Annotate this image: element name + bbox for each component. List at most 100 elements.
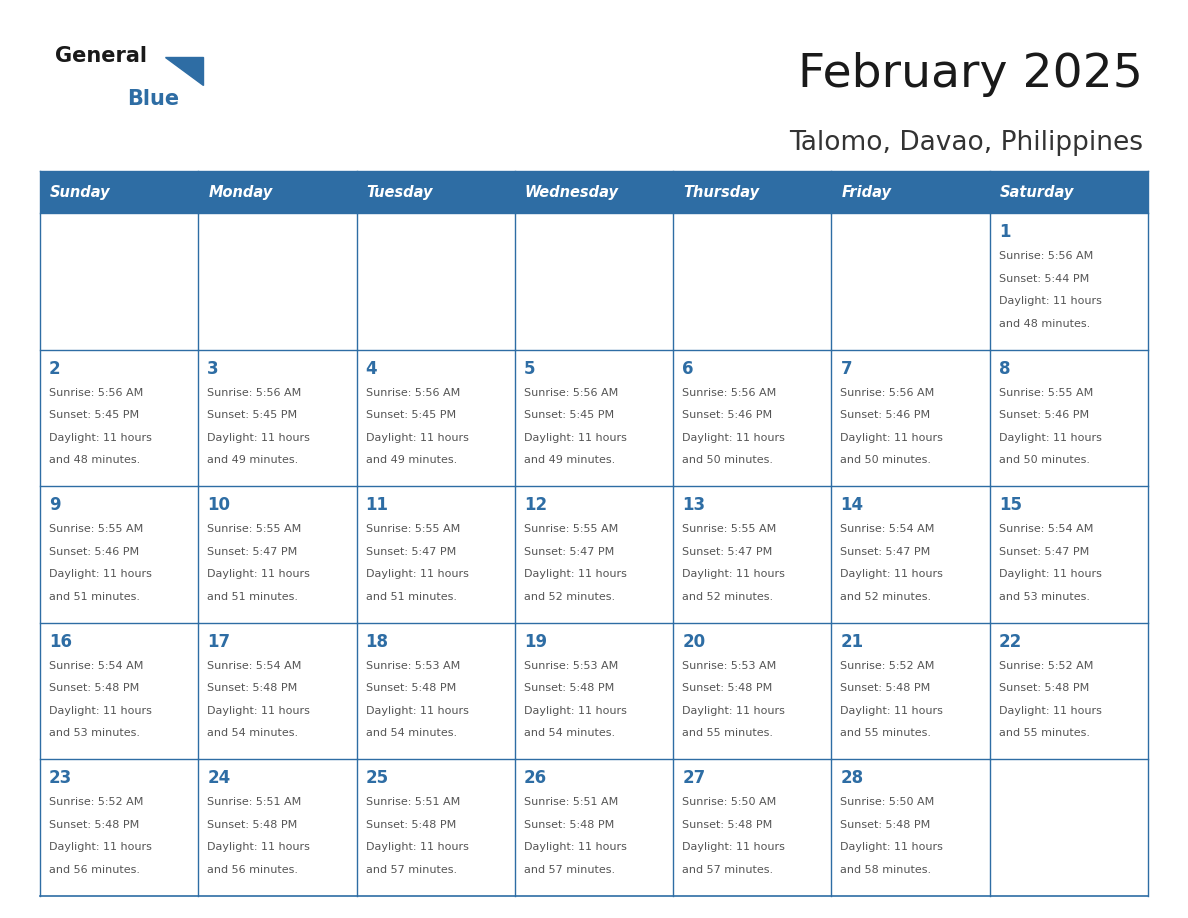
Text: Sunday: Sunday xyxy=(50,185,110,199)
Text: Sunset: 5:47 PM: Sunset: 5:47 PM xyxy=(366,547,456,556)
Text: Sunrise: 5:54 AM: Sunrise: 5:54 AM xyxy=(840,524,935,534)
Text: Sunrise: 5:52 AM: Sunrise: 5:52 AM xyxy=(840,661,935,671)
Text: Daylight: 11 hours: Daylight: 11 hours xyxy=(999,296,1101,306)
Text: 23: 23 xyxy=(49,769,72,788)
Text: 19: 19 xyxy=(524,633,546,651)
Text: Sunset: 5:46 PM: Sunset: 5:46 PM xyxy=(840,410,930,420)
Text: 22: 22 xyxy=(999,633,1022,651)
Text: Sunrise: 5:54 AM: Sunrise: 5:54 AM xyxy=(207,661,302,671)
Text: and 52 minutes.: and 52 minutes. xyxy=(524,592,615,601)
Text: Sunset: 5:45 PM: Sunset: 5:45 PM xyxy=(49,410,139,420)
Text: and 51 minutes.: and 51 minutes. xyxy=(366,592,456,601)
Text: Daylight: 11 hours: Daylight: 11 hours xyxy=(682,432,785,442)
Bar xyxy=(40,487,198,622)
Text: Sunrise: 5:55 AM: Sunrise: 5:55 AM xyxy=(207,524,302,534)
Text: Daylight: 11 hours: Daylight: 11 hours xyxy=(999,432,1101,442)
Text: Sunset: 5:48 PM: Sunset: 5:48 PM xyxy=(840,820,930,830)
Bar xyxy=(674,350,832,487)
Bar xyxy=(514,622,674,759)
Text: Daylight: 11 hours: Daylight: 11 hours xyxy=(207,706,310,716)
Text: Sunset: 5:48 PM: Sunset: 5:48 PM xyxy=(682,683,772,693)
Text: and 48 minutes.: and 48 minutes. xyxy=(999,319,1089,329)
Bar xyxy=(198,622,356,759)
Bar xyxy=(832,350,990,487)
Bar xyxy=(514,171,674,213)
Bar xyxy=(990,213,1148,350)
Bar xyxy=(40,759,198,896)
Bar xyxy=(356,759,514,896)
Bar xyxy=(514,759,674,896)
Bar xyxy=(990,171,1148,213)
Text: Sunset: 5:48 PM: Sunset: 5:48 PM xyxy=(49,683,139,693)
Text: Sunrise: 5:51 AM: Sunrise: 5:51 AM xyxy=(366,798,460,808)
Bar xyxy=(40,171,198,213)
Text: Sunset: 5:48 PM: Sunset: 5:48 PM xyxy=(524,820,614,830)
Text: Daylight: 11 hours: Daylight: 11 hours xyxy=(524,432,627,442)
Text: Sunrise: 5:53 AM: Sunrise: 5:53 AM xyxy=(524,661,618,671)
Text: Sunrise: 5:51 AM: Sunrise: 5:51 AM xyxy=(207,798,302,808)
Text: 3: 3 xyxy=(207,360,219,377)
Text: Daylight: 11 hours: Daylight: 11 hours xyxy=(682,843,785,853)
Text: 9: 9 xyxy=(49,497,61,514)
Text: Sunset: 5:46 PM: Sunset: 5:46 PM xyxy=(999,410,1089,420)
Text: Daylight: 11 hours: Daylight: 11 hours xyxy=(840,706,943,716)
Text: 15: 15 xyxy=(999,497,1022,514)
Text: Sunset: 5:45 PM: Sunset: 5:45 PM xyxy=(524,410,614,420)
Bar xyxy=(198,350,356,487)
Text: and 51 minutes.: and 51 minutes. xyxy=(207,592,298,601)
Text: Friday: Friday xyxy=(841,185,891,199)
Text: and 57 minutes.: and 57 minutes. xyxy=(524,865,615,875)
Text: 11: 11 xyxy=(366,497,388,514)
Text: and 55 minutes.: and 55 minutes. xyxy=(840,728,931,738)
Text: and 52 minutes.: and 52 minutes. xyxy=(840,592,931,601)
Text: Daylight: 11 hours: Daylight: 11 hours xyxy=(840,569,943,579)
Text: Sunset: 5:46 PM: Sunset: 5:46 PM xyxy=(682,410,772,420)
Text: and 50 minutes.: and 50 minutes. xyxy=(682,455,773,465)
Text: Sunrise: 5:55 AM: Sunrise: 5:55 AM xyxy=(49,524,144,534)
Text: Sunrise: 5:56 AM: Sunrise: 5:56 AM xyxy=(682,387,777,397)
Text: and 56 minutes.: and 56 minutes. xyxy=(49,865,140,875)
Text: Sunset: 5:48 PM: Sunset: 5:48 PM xyxy=(999,683,1089,693)
Text: Daylight: 11 hours: Daylight: 11 hours xyxy=(682,569,785,579)
Text: Sunset: 5:48 PM: Sunset: 5:48 PM xyxy=(524,683,614,693)
Text: General: General xyxy=(55,46,147,66)
Text: 18: 18 xyxy=(366,633,388,651)
Text: and 55 minutes.: and 55 minutes. xyxy=(999,728,1089,738)
Bar xyxy=(514,487,674,622)
Bar xyxy=(990,759,1148,896)
Bar xyxy=(674,759,832,896)
Text: Daylight: 11 hours: Daylight: 11 hours xyxy=(207,569,310,579)
Bar xyxy=(832,171,990,213)
Text: Sunrise: 5:50 AM: Sunrise: 5:50 AM xyxy=(840,798,935,808)
Text: Daylight: 11 hours: Daylight: 11 hours xyxy=(366,432,468,442)
Text: 20: 20 xyxy=(682,633,706,651)
Text: and 56 minutes.: and 56 minutes. xyxy=(207,865,298,875)
Text: Sunrise: 5:54 AM: Sunrise: 5:54 AM xyxy=(49,661,144,671)
Text: Sunset: 5:48 PM: Sunset: 5:48 PM xyxy=(49,820,139,830)
Text: Daylight: 11 hours: Daylight: 11 hours xyxy=(999,569,1101,579)
Text: Talomo, Davao, Philippines: Talomo, Davao, Philippines xyxy=(789,130,1143,156)
Text: 2: 2 xyxy=(49,360,61,377)
Text: and 55 minutes.: and 55 minutes. xyxy=(682,728,773,738)
Text: Sunrise: 5:55 AM: Sunrise: 5:55 AM xyxy=(999,387,1093,397)
Text: Sunrise: 5:56 AM: Sunrise: 5:56 AM xyxy=(207,387,302,397)
Text: Daylight: 11 hours: Daylight: 11 hours xyxy=(366,569,468,579)
Text: 8: 8 xyxy=(999,360,1010,377)
Bar xyxy=(832,213,990,350)
Bar xyxy=(674,487,832,622)
Text: Daylight: 11 hours: Daylight: 11 hours xyxy=(682,706,785,716)
Text: Daylight: 11 hours: Daylight: 11 hours xyxy=(524,843,627,853)
Bar xyxy=(674,171,832,213)
Text: Sunset: 5:46 PM: Sunset: 5:46 PM xyxy=(49,547,139,556)
Text: Sunset: 5:45 PM: Sunset: 5:45 PM xyxy=(207,410,297,420)
Text: Wednesday: Wednesday xyxy=(525,185,619,199)
Text: and 58 minutes.: and 58 minutes. xyxy=(840,865,931,875)
Text: Sunrise: 5:53 AM: Sunrise: 5:53 AM xyxy=(682,661,777,671)
Text: 13: 13 xyxy=(682,497,706,514)
Text: Tuesday: Tuesday xyxy=(367,185,434,199)
Text: Blue: Blue xyxy=(127,89,179,109)
Bar xyxy=(40,350,198,487)
Text: 28: 28 xyxy=(840,769,864,788)
Text: Sunrise: 5:54 AM: Sunrise: 5:54 AM xyxy=(999,524,1093,534)
Bar xyxy=(990,350,1148,487)
